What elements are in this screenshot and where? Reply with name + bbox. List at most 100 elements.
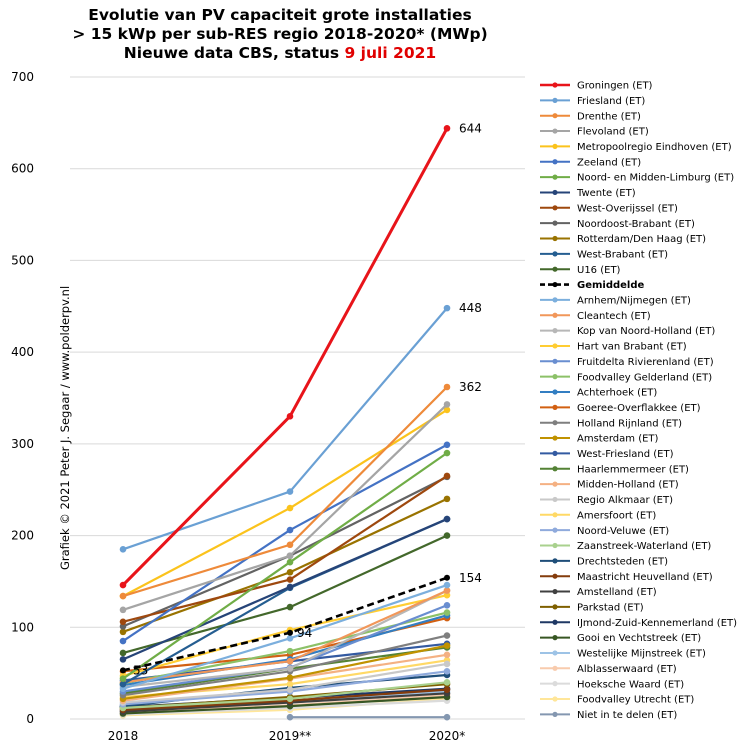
legend-label-16: Kop van Noord-Holland (ET): [577, 326, 715, 337]
data-point-14-1: [286, 634, 294, 642]
data-label-last-0: 644: [459, 121, 482, 135]
legend-entry-28: Amersfoort (ET): [540, 510, 656, 521]
series-30: [119, 679, 451, 712]
legend-label-8: West-Overijssel (ET): [577, 203, 678, 214]
legend-marker-20: [552, 389, 558, 395]
legend-marker-34: [552, 604, 558, 610]
data-point-12-2: [443, 532, 451, 539]
legend-label-13: Gemiddelde: [577, 280, 645, 291]
data-point-0-1: [286, 413, 294, 420]
legend-label-15: Cleantech (ET): [577, 311, 651, 322]
legend-marker-4: [552, 143, 558, 149]
legend-label-33: Amstelland (ET): [577, 587, 657, 598]
legend-entry-25: Haarlemmermeer (ET): [540, 464, 689, 475]
data-point-5-0: [119, 637, 127, 645]
data-point-9-0: [119, 623, 127, 630]
legend-marker-21: [552, 404, 558, 410]
legend-marker-36: [552, 635, 558, 641]
legend-label-7: Twente (ET): [576, 188, 636, 199]
legend-marker-19: [552, 374, 558, 380]
legend-entry-18: Fruitdelta Rivierenland (ET): [540, 357, 714, 368]
legend-marker-3: [552, 128, 558, 134]
legend-entry-9: Noordoost-Brabant (ET): [540, 219, 695, 230]
legend-marker-28: [552, 512, 558, 518]
data-point-41-1: [443, 713, 451, 721]
data-label-first-13: 53: [133, 663, 148, 677]
legend-label-39: Hoeksche Waard (ET): [577, 679, 684, 690]
data-point-12-0: [119, 649, 127, 657]
legend-entry-12: U16 (ET): [540, 265, 621, 276]
legend-label-0: Groningen (ET): [577, 81, 653, 92]
data-point-8-2: [443, 472, 451, 480]
legend-entry-3: Flevoland (ET): [540, 127, 649, 138]
legend-label-40: Foodvalley Utrecht (ET): [577, 695, 694, 706]
data-point-13-2: [444, 574, 450, 581]
legend-marker-23: [552, 435, 558, 441]
legend-entry-32: Maastricht Heuvelland (ET): [540, 572, 713, 583]
legend-entry-13: Gemiddelde: [540, 280, 645, 291]
series-3: [119, 401, 451, 614]
title-line-1: Evolutie van PV capaciteit grote install…: [88, 6, 472, 24]
data-point-8-1: [286, 576, 294, 583]
data-point-23-2: [443, 642, 451, 649]
legend-marker-1: [552, 97, 558, 103]
legend-entry-10: Rotterdam/Den Haag (ET): [540, 234, 706, 245]
title-status-date: 9 juli 2021: [344, 44, 437, 62]
data-point-2-0: [119, 592, 127, 600]
legend-marker-7: [552, 189, 558, 196]
series-line-9: [122, 475, 448, 628]
y-tick-label-200: 200: [11, 529, 34, 543]
legend-label-28: Amersfoort (ET): [577, 510, 656, 521]
data-label-mid-13: 94: [297, 626, 312, 640]
data-point-7-2: [443, 515, 451, 523]
legend-marker-40: [552, 696, 558, 702]
legend-marker-41: [552, 711, 558, 717]
legend-label-12: U16 (ET): [577, 265, 621, 276]
legend-entry-22: Holland Rijnland (ET): [540, 418, 682, 429]
legend-entry-35: IJmond-Zuid-Kennemerland (ET): [540, 618, 737, 629]
legend-entry-34: Parkstad (ET): [540, 603, 644, 614]
legend-label-23: Amsterdam (ET): [577, 434, 659, 445]
series-10: [119, 495, 451, 636]
legend-entry-5: Zeeland (ET): [540, 157, 641, 168]
legend-entry-0: Groningen (ET): [540, 81, 653, 92]
data-point-4-1: [286, 504, 294, 512]
data-point-19-1: [286, 647, 294, 655]
data-point-3-1: [286, 552, 294, 560]
data-point-10-2: [443, 495, 451, 503]
legend-entry-27: Regio Alkmaar (ET): [540, 495, 673, 506]
legend-entry-36: Gooi en Vechtstreek (ET): [540, 633, 701, 644]
data-point-13-1: [287, 629, 293, 636]
series-line-14: [122, 584, 448, 690]
data-point-6-2: [443, 449, 451, 457]
legend-marker-0: [552, 82, 558, 88]
data-point-27-2: [443, 660, 451, 668]
legend-entry-19: Foodvalley Gelderland (ET): [540, 372, 712, 383]
legend-entry-38: Alblasserwaard (ET): [540, 664, 677, 675]
chart-credit: Grafiek © 2021 Peter J. Segaar / www.pol…: [58, 285, 72, 570]
legend-label-10: Rotterdam/Den Haag (ET): [577, 234, 706, 245]
legend-label-18: Fruitdelta Rivierenland (ET): [577, 357, 714, 368]
legend-entry-14: Arnhem/Nijmegen (ET): [540, 296, 691, 307]
series-12: [119, 532, 451, 657]
series-line-7: [122, 518, 448, 661]
legend-entry-33: Amstelland (ET): [540, 587, 657, 598]
data-point-1-0: [119, 546, 127, 553]
y-tick-label-500: 500: [11, 253, 34, 267]
data-point-1-2: [443, 304, 451, 312]
legend-entry-16: Kop van Noord-Holland (ET): [540, 326, 715, 337]
legend-marker-35: [552, 619, 558, 625]
series-13: [120, 574, 450, 674]
legend-label-36: Gooi en Vechtstreek (ET): [577, 633, 701, 644]
x-tick-label-1: 2019**: [269, 729, 312, 743]
series-line-17: [122, 594, 448, 677]
series-14: [119, 581, 451, 693]
legend-label-35: IJmond-Zuid-Kennemerland (ET): [577, 618, 737, 629]
legend-entry-39: Hoeksche Waard (ET): [540, 679, 684, 690]
legend-marker-33: [552, 588, 558, 595]
legend-marker-9: [552, 220, 558, 226]
legend-marker-14: [552, 297, 558, 303]
data-point-7-1: [286, 583, 294, 591]
legend-label-24: West-Friesland (ET): [577, 449, 674, 460]
